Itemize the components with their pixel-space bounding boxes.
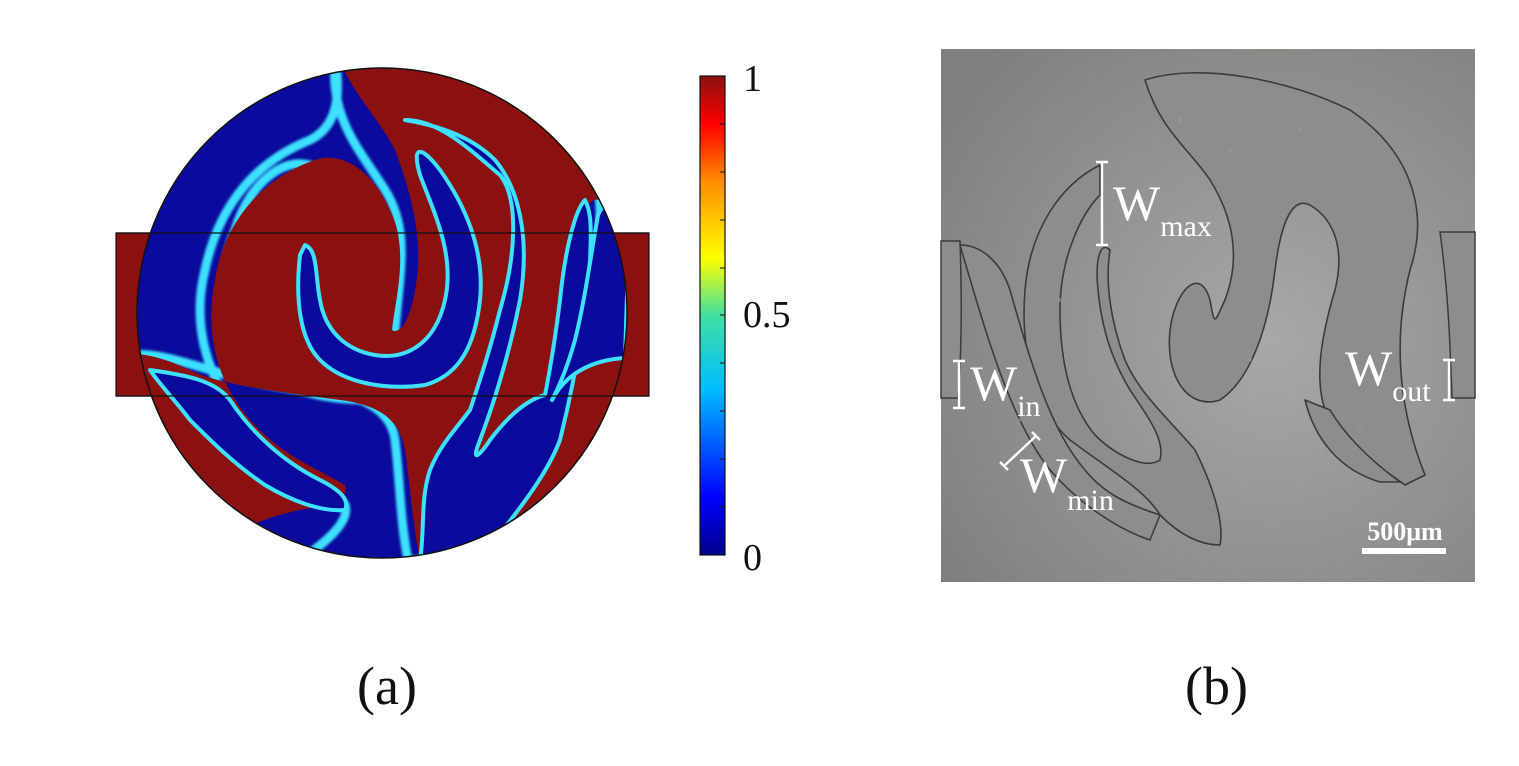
caption-a: (a) [357,655,417,717]
colorbar-tick-0: 0 [743,537,762,579]
colorbar-tick-1: 1 [743,58,762,100]
caption-b: (b) [1185,655,1248,717]
panel-a-simulation: 1 0.5 0 [116,58,791,579]
panel-b-micrograph: Wmax Win Wmin Wout 500μm [941,49,1475,582]
colorbar-tick-05: 0.5 [743,294,791,336]
scale-bar [1362,548,1446,554]
scale-bar-label: 500μm [1367,517,1443,546]
